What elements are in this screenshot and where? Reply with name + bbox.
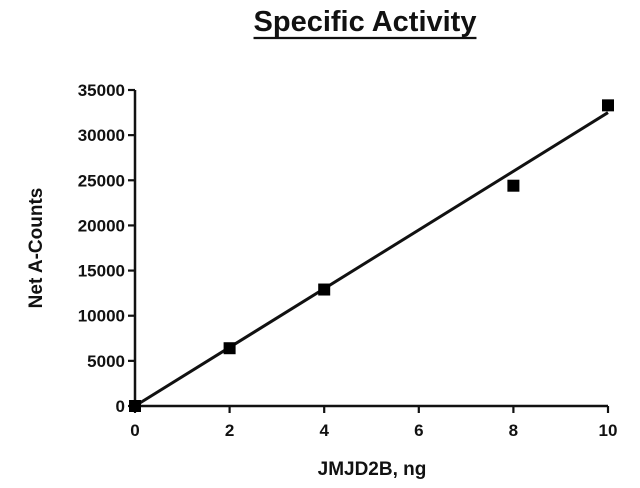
data-point	[318, 283, 331, 296]
axes	[133, 90, 608, 408]
x-tick-label: 6	[414, 421, 423, 440]
y-tick-label: 10000	[78, 307, 125, 326]
x-tick-label: 0	[130, 421, 139, 440]
y-ticks: 0 5000 10000 15000 20000 25000 30000 35000	[78, 81, 135, 416]
y-tick-label: 20000	[78, 216, 125, 235]
y-tick-label: 0	[116, 397, 125, 416]
x-tick-label: 2	[225, 421, 234, 440]
data-point	[223, 342, 236, 355]
y-tick-label: 30000	[78, 126, 125, 145]
chart-title: Specific Activity	[254, 6, 477, 38]
x-axis-label: JMJD2B, ng	[318, 459, 427, 480]
fit-line	[134, 111, 609, 408]
x-tick-label: 10	[599, 421, 618, 440]
x-tick-label: 4	[319, 421, 329, 440]
chart-title-group: Specific Activity	[253, 6, 477, 40]
y-tick-label: 35000	[78, 81, 125, 100]
data-points	[129, 99, 614, 412]
y-axis-label: Net A-Counts	[26, 188, 47, 309]
y-tick-label: 25000	[78, 171, 125, 190]
fit-line-group	[134, 111, 609, 408]
data-point	[507, 179, 520, 192]
y-tick-label: 15000	[78, 262, 125, 281]
data-point	[602, 99, 614, 112]
data-point	[129, 400, 141, 412]
y-tick-label: 5000	[87, 352, 125, 371]
x-ticks: 0 2 4 6 8 10	[130, 406, 617, 440]
x-tick-label: 8	[509, 421, 518, 440]
